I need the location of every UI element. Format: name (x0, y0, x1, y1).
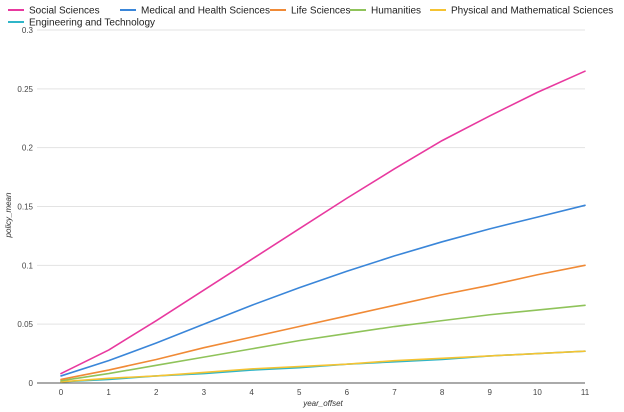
series-line-life-sciences (60, 264, 586, 381)
x-tick-label: 6 (345, 388, 350, 397)
y-tick-label: 0.2 (22, 144, 34, 153)
legend-label: Life Sciences (291, 6, 350, 17)
x-tick-label: 5 (297, 388, 302, 397)
x-tick-label: 10 (533, 388, 542, 397)
y-tick-label: 0.25 (17, 85, 33, 94)
series-lines (60, 70, 586, 383)
legend-label: Physical and Mathematical Sciences (451, 6, 613, 17)
legend-item: Humanities (350, 6, 421, 17)
x-axis-ticks: 0 1 2 3 4 5 6 7 8 9 10 11 (59, 388, 590, 397)
x-tick-label: 9 (488, 388, 493, 397)
x-tick-label: 0 (59, 388, 64, 397)
x-tick-label: 1 (106, 388, 111, 397)
legend-item: Life Sciences (270, 6, 350, 17)
y-axis-title: policy_mean (4, 192, 13, 238)
y-tick-label: 0 (29, 379, 34, 388)
legend-label: Engineering and Technology (29, 18, 155, 29)
x-tick-label: 3 (202, 388, 207, 397)
y-tick-label: 0.15 (17, 203, 33, 212)
legend-item: Physical and Mathematical Sciences (430, 6, 613, 17)
y-tick-label: 0.05 (17, 320, 33, 329)
legend-item: Social Sciences (8, 6, 100, 17)
y-tick-label: 0.1 (22, 261, 34, 270)
x-tick-label: 4 (249, 388, 254, 397)
legend-item: Medical and Health Sciences (120, 6, 270, 17)
x-tick-label: 11 (581, 388, 590, 397)
series-line-social-sciences (60, 70, 586, 375)
gridlines (37, 29, 585, 325)
series-line-medical-and-health-sciences (60, 204, 586, 377)
series-line-physical-and-mathematical-sciences (60, 350, 586, 383)
legend: Social Sciences Medical and Health Scienc… (8, 6, 613, 29)
y-tick-label: 0.3 (22, 26, 34, 35)
x-axis-title: year_offset (302, 399, 343, 408)
x-tick-label: 2 (154, 388, 159, 397)
x-tick-label: 8 (440, 388, 445, 397)
y-axis-ticks: 0 0.05 0.1 0.15 0.2 0.25 0.3 (17, 26, 33, 388)
x-tick-label: 7 (392, 388, 397, 397)
legend-label: Medical and Health Sciences (141, 6, 270, 17)
series-line-humanities (60, 304, 586, 382)
legend-item: Engineering and Technology (8, 18, 155, 29)
legend-label: Humanities (371, 6, 421, 17)
legend-label: Social Sciences (29, 6, 100, 17)
